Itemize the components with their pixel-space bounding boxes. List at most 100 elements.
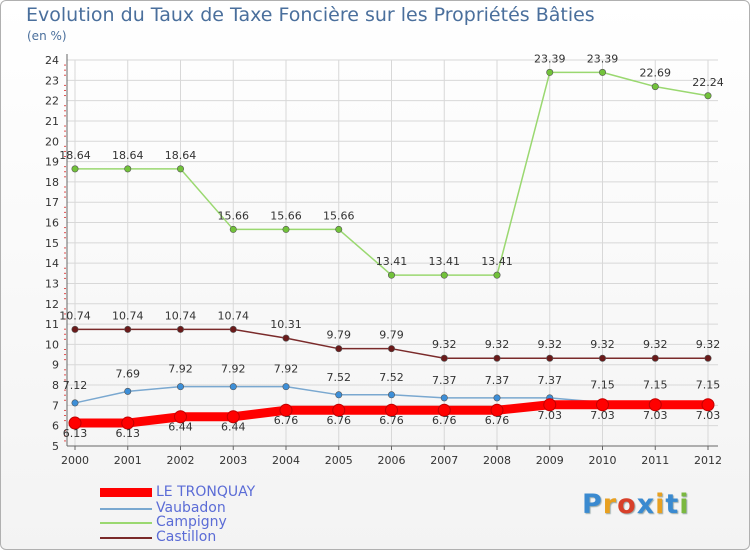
data-point	[335, 345, 343, 353]
data-label: 7.15	[590, 378, 615, 391]
data-label: 6.13	[63, 427, 88, 440]
data-label: 7.12	[63, 379, 88, 392]
y-minor-tick	[64, 252, 66, 254]
logo-letter: r	[602, 489, 618, 520]
y-minor-tick	[64, 171, 66, 173]
data-point	[121, 416, 135, 430]
y-minor-tick	[64, 399, 66, 401]
y-tick-label: 12	[45, 298, 59, 311]
data-label: 6.76	[274, 414, 299, 427]
legend-label: Castillon	[156, 529, 217, 545]
y-minor-tick	[64, 130, 66, 132]
legend-swatch	[100, 488, 152, 497]
y-minor-tick	[64, 409, 66, 411]
y-tick-label: 19	[45, 156, 59, 169]
y-minor-tick	[64, 257, 66, 259]
data-label: 7.03	[590, 409, 615, 422]
y-minor-tick	[64, 135, 66, 137]
x-tick-label: 2004	[272, 454, 300, 467]
data-label: 9.32	[485, 338, 510, 351]
data-label: 9.32	[643, 338, 668, 351]
legend-swatch	[100, 508, 152, 510]
x-tick-label: 2011	[641, 454, 669, 467]
data-label: 9.32	[538, 338, 563, 351]
y-minor-tick	[64, 267, 66, 269]
y-minor-tick	[64, 156, 66, 157]
y-minor-tick	[64, 338, 66, 340]
y-minor-tick	[64, 288, 66, 290]
data-label: 15.66	[218, 209, 250, 222]
data-point	[493, 354, 501, 362]
y-minor-tick	[64, 430, 66, 432]
x-tick-label: 2000	[61, 454, 89, 467]
logo-letter: P	[582, 489, 603, 520]
data-point	[490, 403, 504, 417]
x-tick-label: 2010	[589, 454, 617, 467]
tick-labels: 5 6 7 8 9 10 11 12 13 14 15 16 17 18 19 20 21 22 23 24 2000 2…	[45, 54, 722, 467]
data-point	[229, 383, 237, 391]
y-tick-label: 13	[45, 277, 59, 290]
data-label: 7.37	[432, 374, 457, 387]
data-point	[282, 225, 290, 233]
data-point	[493, 394, 501, 402]
data-point	[71, 399, 79, 407]
data-point	[651, 83, 659, 91]
y-tick-label: 22	[45, 95, 59, 108]
logo-letter: o	[617, 489, 637, 520]
x-tick-label: 2007	[430, 454, 458, 467]
y-minor-tick	[64, 115, 66, 117]
y-tick-label: 17	[45, 196, 59, 209]
data-point	[124, 165, 132, 173]
data-point	[387, 271, 395, 279]
y-minor-tick	[64, 247, 66, 249]
y-minor-tick	[64, 333, 66, 335]
data-label: 9.32	[696, 338, 721, 351]
y-minor-tick	[64, 374, 66, 376]
y-minor-tick	[64, 237, 66, 239]
data-label: 15.66	[323, 209, 355, 222]
data-label: 9.79	[327, 329, 352, 342]
data-point	[596, 398, 609, 412]
y-minor-tick	[64, 227, 66, 229]
y-tick-label: 20	[45, 135, 59, 148]
data-label: 7.52	[327, 371, 352, 384]
data-point	[385, 403, 398, 417]
series-layer	[68, 68, 715, 430]
y-minor-tick	[64, 206, 66, 208]
y-minor-tick	[64, 150, 66, 152]
data-label: 7.03	[538, 409, 563, 422]
data-label: 7.03	[643, 409, 668, 422]
data-label: 7.69	[116, 367, 141, 380]
logo-letter: t	[665, 489, 680, 520]
y-minor-tick	[64, 369, 66, 371]
data-label: 7.37	[485, 374, 510, 387]
data-point	[229, 225, 237, 233]
x-tick-label: 2003	[219, 454, 247, 467]
data-point	[229, 325, 237, 333]
y-minor-tick	[64, 69, 66, 71]
y-minor-tick	[64, 176, 66, 178]
x-tick-label: 2012	[694, 454, 722, 467]
y-minor-tick	[64, 110, 66, 112]
y-minor-tick	[64, 328, 66, 330]
y-minor-tick	[64, 74, 66, 76]
y-minor-tick	[64, 186, 66, 188]
y-minor-tick	[64, 166, 66, 168]
x-tick-label: 2006	[378, 454, 406, 467]
data-point	[124, 387, 132, 395]
data-label: 15.66	[270, 209, 302, 222]
data-point	[68, 416, 82, 430]
data-point	[598, 68, 606, 76]
data-label: 7.92	[274, 363, 299, 376]
data-label: 18.64	[59, 149, 91, 162]
data-label: 6.76	[327, 414, 352, 427]
data-point	[174, 410, 187, 424]
y-minor-tick	[64, 394, 66, 396]
data-point	[440, 354, 448, 362]
y-minor-tick	[64, 196, 66, 198]
data-label: 10.31	[270, 318, 302, 331]
y-tick-label: 24	[45, 54, 59, 67]
data-point	[335, 225, 343, 233]
data-label: 9.79	[379, 329, 404, 342]
logo-letter: i	[655, 489, 666, 520]
